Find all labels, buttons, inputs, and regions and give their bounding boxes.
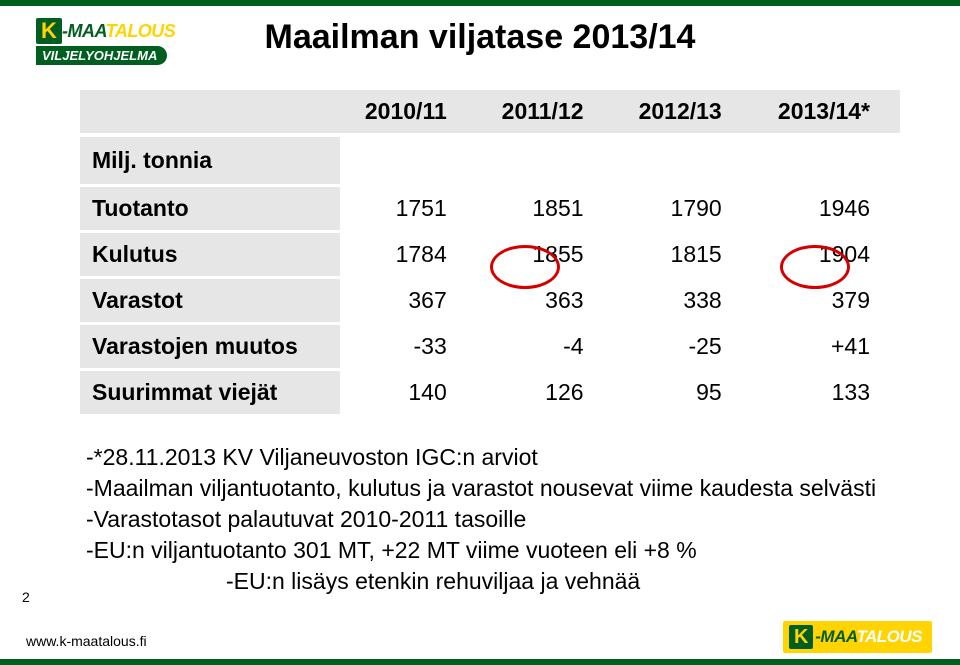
table-row: Varastot 367 363 338 379 [80,278,900,324]
table-cell: 1751 [340,186,477,232]
table-cell: 338 [614,278,752,324]
table-header-col: 2013/14* [752,90,900,135]
table-unit-row: Milj. tonnia [80,135,900,186]
data-table: 2010/11 2011/12 2012/13 2013/14* Milj. t… [80,90,900,417]
table-cell: 379 [752,278,900,324]
footer-logo-text: -MAATALOUS [815,627,922,647]
page-title: Maailman viljatase 2013/14 [0,18,960,57]
table-cell: 95 [614,370,752,416]
footer-url: www.k-maatalous.fi [26,633,147,649]
bullet-line: -Varastotasot palautuvat 2010-2011 tasoi… [86,504,900,535]
footer-logo-k-icon: K [789,625,813,649]
table-cell: -4 [477,324,614,370]
table-cell: -25 [614,324,752,370]
footer-logo-text-talous: TALOUS [856,627,922,646]
table-cell: 367 [340,278,477,324]
table-row-label: Suurimmat viejät [80,370,340,416]
table-cell: 126 [477,370,614,416]
table-cell: +41 [752,324,900,370]
table-cell: -33 [340,324,477,370]
table-cell: 140 [340,370,477,416]
table-header-col: 2012/13 [614,90,752,135]
table-cell: 363 [477,278,614,324]
table-header-empty [80,90,340,135]
table-row: Tuotanto 1751 1851 1790 1946 [80,186,900,232]
bullet-line-indent: -EU:n lisäys etenkin rehuviljaa ja vehnä… [86,566,900,597]
table-cell: 1904 [752,232,900,278]
table-row-label: Kulutus [80,232,340,278]
page-number: 2 [22,589,30,605]
table-row-label: Tuotanto [80,186,340,232]
table-cell: 1784 [340,232,477,278]
table-header-row: 2010/11 2011/12 2012/13 2013/14* [80,90,900,135]
table-wrap: 2010/11 2011/12 2012/13 2013/14* Milj. t… [80,90,900,417]
table-header-col: 2011/12 [477,90,614,135]
table-cell: 1790 [614,186,752,232]
table-row: Kulutus 1784 1855 1815 1904 [80,232,900,278]
content-region: 2010/11 2011/12 2012/13 2013/14* Milj. t… [80,90,900,597]
table-row-label: Varastot [80,278,340,324]
bottom-border [0,659,960,665]
footer-brand-logo: K -MAATALOUS [783,621,932,653]
footer-logo-text-maa: -MAA [815,627,856,646]
table-row-label: Varastojen muutos [80,324,340,370]
bullet-line: -*28.11.2013 KV Viljaneuvoston IGC:n arv… [86,442,900,473]
table-cell: 1815 [614,232,752,278]
table-row: Suurimmat viejät 140 126 95 133 [80,370,900,416]
table-cell: 1855 [477,232,614,278]
table-cell: 133 [752,370,900,416]
bullet-line: -Maailman viljantuotanto, kulutus ja var… [86,473,900,504]
bullet-list: -*28.11.2013 KV Viljaneuvoston IGC:n arv… [80,442,900,597]
top-border [0,0,960,6]
table-header-col: 2010/11 [340,90,477,135]
table-cell: 1946 [752,186,900,232]
table-unit-label: Milj. tonnia [80,135,340,186]
bullet-line: -EU:n viljantuotanto 301 MT, +22 MT viim… [86,535,900,566]
table-row: Varastojen muutos -33 -4 -25 +41 [80,324,900,370]
table-cell: 1851 [477,186,614,232]
